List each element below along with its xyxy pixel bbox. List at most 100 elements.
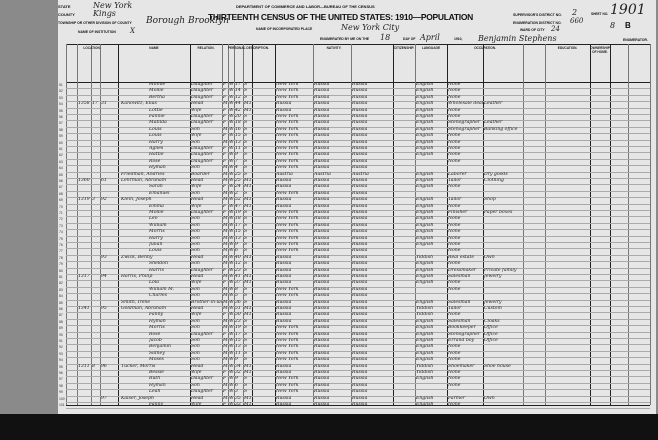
cell: Dressmaker: [448, 267, 477, 273]
header-rule: [66, 82, 650, 83]
cell: Russia: [314, 402, 330, 407]
cell: Rose: [149, 158, 161, 164]
line-number: 97: [59, 377, 63, 382]
cell: M1: [244, 254, 252, 260]
table-row: 1311 8 96 Tucker, Morris Head M W 34 M1 Russia Rus…: [58, 364, 650, 370]
column-rule: [523, 44, 524, 405]
cell: Russia: [314, 312, 330, 318]
cell: None: [448, 376, 461, 382]
cell: 34: [235, 363, 241, 369]
table-row: Morris Son M W 15 S New York Russia Russia Englis…: [58, 229, 650, 235]
cell: New York: [276, 248, 299, 254]
cell: English: [416, 94, 434, 100]
cell: Russia: [352, 312, 368, 318]
column-rule: [628, 44, 629, 405]
cell: New York: [276, 389, 299, 395]
line-number: 82: [59, 281, 63, 286]
line-number: 92: [59, 345, 63, 350]
cell: W: [229, 389, 234, 395]
cell: W: [229, 178, 234, 183]
cell: English: [416, 242, 434, 247]
table-row: Fannie Daughter F W 20 S New York Russia Russia E…: [58, 114, 650, 120]
cell: Moses: [149, 357, 164, 363]
cell: W: [229, 107, 234, 113]
cell: None: [448, 146, 461, 151]
cell: None: [448, 139, 461, 145]
cell: Wife: [191, 133, 202, 139]
table-row: Emma Wife F W 47 M1 Russia Russia Russia English N…: [58, 204, 650, 210]
enumeration-day: 18: [380, 33, 391, 42]
cell: Salesman: [448, 274, 471, 279]
cell: None: [448, 203, 461, 209]
cell: Russia: [314, 382, 330, 388]
cell: Russia: [314, 101, 330, 107]
cell: S: [244, 190, 248, 196]
cell: New York: [276, 222, 299, 228]
cell: Stenographer: [448, 126, 481, 132]
cell: Russia: [352, 197, 368, 203]
cell: W: [229, 318, 234, 324]
table-row: Louis Wife F W 15 S New York Russia Russia Englis…: [58, 133, 650, 139]
cell: W: [229, 242, 234, 247]
cell: Yiddish: [416, 312, 434, 318]
cell: New York: [276, 376, 299, 382]
cell: Russia: [314, 114, 330, 119]
cell: F: [223, 331, 227, 337]
cell: Russia: [314, 248, 330, 254]
cell: Russia: [276, 318, 292, 324]
cell: Russia: [276, 203, 292, 209]
cell: M1: [244, 306, 252, 311]
cell: None: [448, 216, 461, 222]
line-number: 98: [59, 383, 63, 388]
cell: S: [244, 325, 248, 331]
line-number: 55: [59, 108, 63, 113]
cell: Russia: [314, 216, 330, 222]
cell: M: [223, 363, 228, 369]
cell: M1: [244, 280, 252, 286]
cell: Russia: [314, 107, 330, 113]
cell: S: [244, 344, 248, 350]
cell: M: [223, 382, 228, 388]
day-of-label: DAY OF: [403, 37, 416, 41]
cell: F: [223, 203, 227, 209]
cell: M: [223, 101, 228, 107]
cell: Lehrman, Abraham: [121, 178, 167, 183]
row-rule: [66, 158, 650, 160]
cell: English: [416, 229, 434, 235]
line-number: 71: [59, 211, 63, 215]
cell: Son: [191, 286, 200, 292]
cell: Russia: [276, 306, 292, 311]
line-number: 68: [59, 191, 63, 196]
cell: Tailor: [448, 306, 462, 311]
cell: English: [416, 114, 434, 119]
cell: S: [244, 114, 248, 119]
cell: Leather: [484, 101, 503, 107]
row-rule: [66, 389, 650, 391]
cell: New York: [276, 120, 299, 126]
cell: S: [244, 152, 248, 158]
cell: None: [448, 280, 461, 286]
cell: Russia: [352, 306, 368, 311]
cell: Russia: [314, 299, 330, 305]
cell: M1: [244, 184, 252, 190]
column-rule: [447, 44, 448, 405]
cell: F: [223, 210, 227, 215]
cell: W: [229, 376, 234, 382]
cell: None: [448, 286, 461, 292]
cell: Head: [191, 274, 204, 279]
cell: English: [416, 280, 434, 286]
sheet-letter: 8: [610, 21, 616, 30]
cell: Yiddish: [416, 370, 434, 375]
cell: None: [448, 222, 461, 228]
row-rule: [66, 107, 650, 109]
column-rule: [222, 44, 223, 405]
cell: New York: [276, 165, 299, 171]
line-number: 52: [59, 89, 63, 94]
row-rule: [66, 370, 650, 371]
cell: Russia: [314, 152, 330, 158]
cell: 14: [235, 88, 241, 94]
cell: Russia: [352, 114, 368, 119]
cell: Leah: [149, 389, 161, 395]
cell: New York: [276, 338, 299, 343]
cell: Son: [191, 382, 200, 388]
